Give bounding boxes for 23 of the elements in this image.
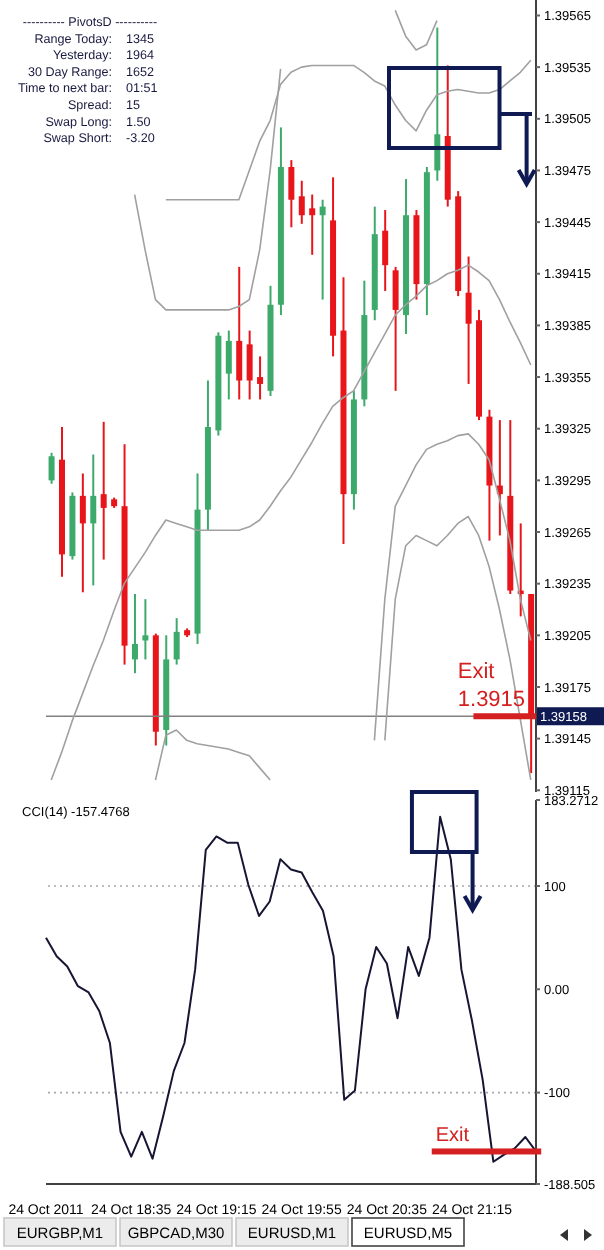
candlestick	[465, 255, 472, 385]
candlestick	[90, 453, 97, 587]
candlestick	[225, 329, 232, 401]
candlestick	[79, 472, 86, 594]
line-series	[45, 815, 537, 1163]
candlestick	[100, 420, 107, 561]
candlestick	[173, 617, 180, 666]
annotation: Exit	[435, 1125, 470, 1148]
candlestick	[236, 265, 243, 401]
annotation: Exit 1.3915	[457, 660, 526, 713]
candlestick	[246, 329, 253, 401]
candlestick	[257, 355, 264, 401]
candlestick	[142, 598, 149, 661]
candlestick	[309, 193, 316, 256]
line-series	[373, 433, 532, 742]
candlestick	[319, 198, 326, 301]
candlestick	[392, 265, 399, 392]
candlestick	[48, 451, 55, 485]
candlestick	[298, 179, 305, 225]
line-series	[50, 264, 532, 781]
candlestick	[288, 159, 295, 229]
candlestick	[131, 593, 138, 675]
candlestick	[382, 209, 389, 292]
